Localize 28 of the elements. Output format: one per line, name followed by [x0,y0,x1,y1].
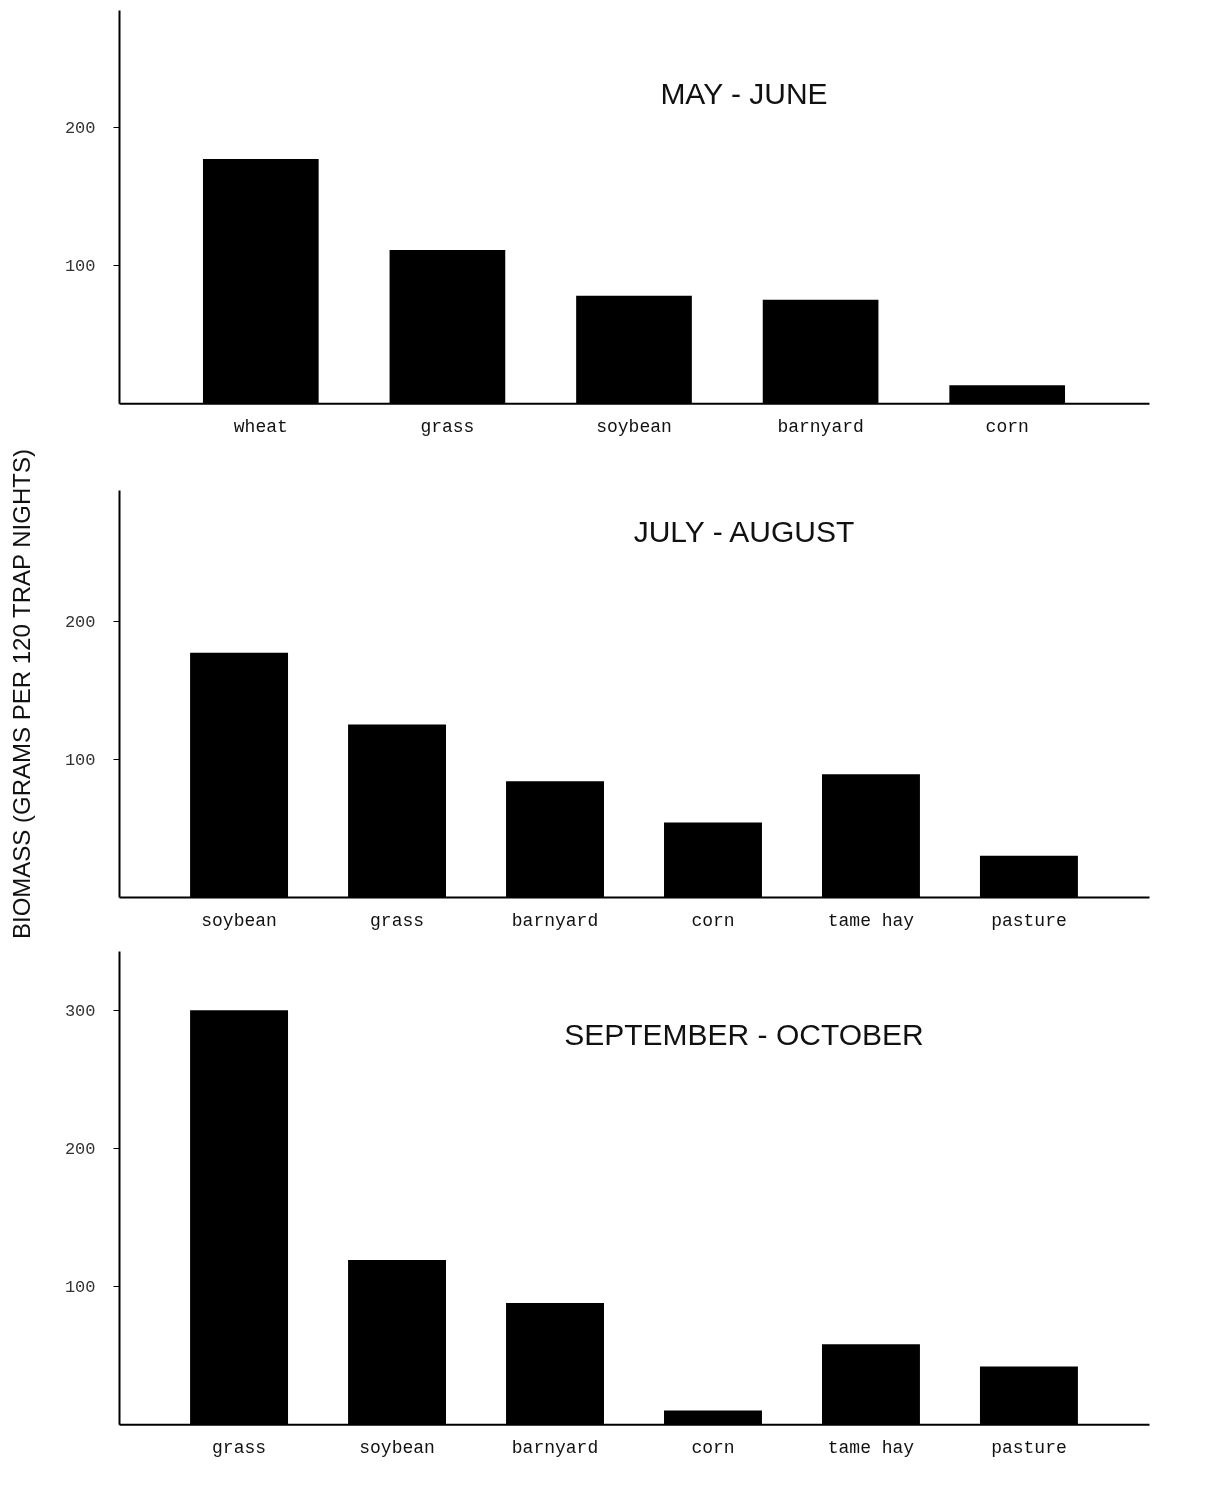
x-tick-label: soybean [201,910,277,931]
x-tick-label: grass [420,416,475,437]
x-tick-label: barnyard [511,910,599,931]
x-tick-label: corn [691,1437,735,1458]
x-tick-label: barnyard [511,1437,599,1458]
x-tick-label: corn [985,416,1029,437]
x-tick-label: soybean [596,416,672,437]
x-tick-label: soybean [359,1437,435,1458]
x-tick-label: pasture [991,1437,1067,1458]
text: SEPTEMBER - OCTOBER [564,1018,924,1051]
y-tick-label: 100 [64,1277,96,1297]
text: JULY - AUGUST [633,515,855,549]
x-tick-label: grass [370,910,425,931]
y-tick-label: 300 [64,1001,96,1021]
x-tick-label: tame hay [827,1437,915,1458]
y-tick-label: 200 [64,118,96,138]
x-tick-label: barnyard [777,416,864,437]
y-tick-label: 200 [64,612,96,632]
text: MAY - JUNE [660,77,828,110]
y-tick-label: 100 [64,750,96,770]
y-axis-title: BIOMASS (GRAMS PER 120 TRAP NIGHTS) [7,449,35,939]
x-tick-label: pasture [991,910,1067,931]
x-tick-label: grass [212,1437,267,1458]
y-tick-label: 100 [64,256,96,276]
x-tick-label: tame hay [827,910,915,931]
y-tick-label: 200 [64,1139,96,1159]
x-tick-label: corn [691,910,735,931]
x-tick-label: wheat [233,416,288,437]
